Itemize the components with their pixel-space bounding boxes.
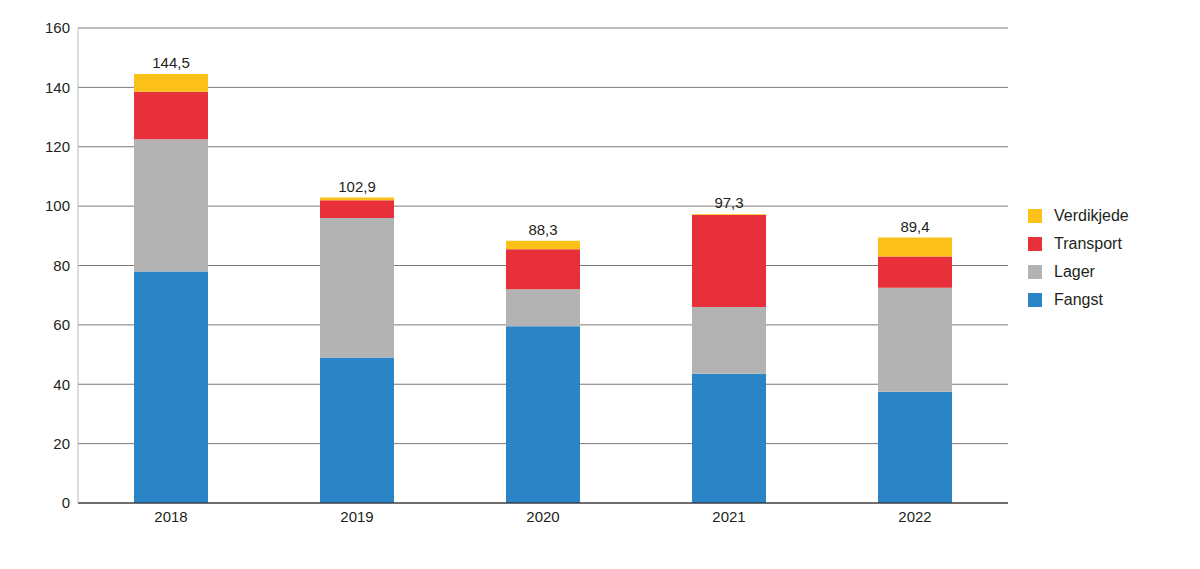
svg-text:120: 120 (45, 138, 70, 155)
svg-text:80: 80 (53, 257, 70, 274)
svg-text:160: 160 (45, 19, 70, 36)
svg-text:2022: 2022 (898, 508, 931, 525)
svg-text:2020: 2020 (526, 508, 559, 525)
svg-text:89,4: 89,4 (900, 218, 929, 235)
svg-text:2018: 2018 (154, 508, 187, 525)
svg-text:0: 0 (62, 494, 70, 511)
svg-text:140: 140 (45, 79, 70, 96)
svg-text:88,3: 88,3 (528, 221, 557, 238)
svg-text:100: 100 (45, 197, 70, 214)
html-text:Fangst: Fangst (1054, 291, 1103, 308)
svg-text:144,5: 144,5 (152, 54, 190, 71)
svg-text:20: 20 (53, 435, 70, 452)
html-text:Lager: Lager (1054, 263, 1095, 280)
svg-text:40: 40 (53, 376, 70, 393)
svg-text:60: 60 (53, 316, 70, 333)
svg-text:102,9: 102,9 (338, 178, 376, 195)
svg-text:97,3: 97,3 (714, 194, 743, 211)
svg-text:2021: 2021 (712, 508, 745, 525)
svg-text:2019: 2019 (340, 508, 373, 525)
html-text:Transport: Transport (1054, 235, 1122, 252)
html-text:Verdikjede: Verdikjede (1054, 207, 1129, 224)
